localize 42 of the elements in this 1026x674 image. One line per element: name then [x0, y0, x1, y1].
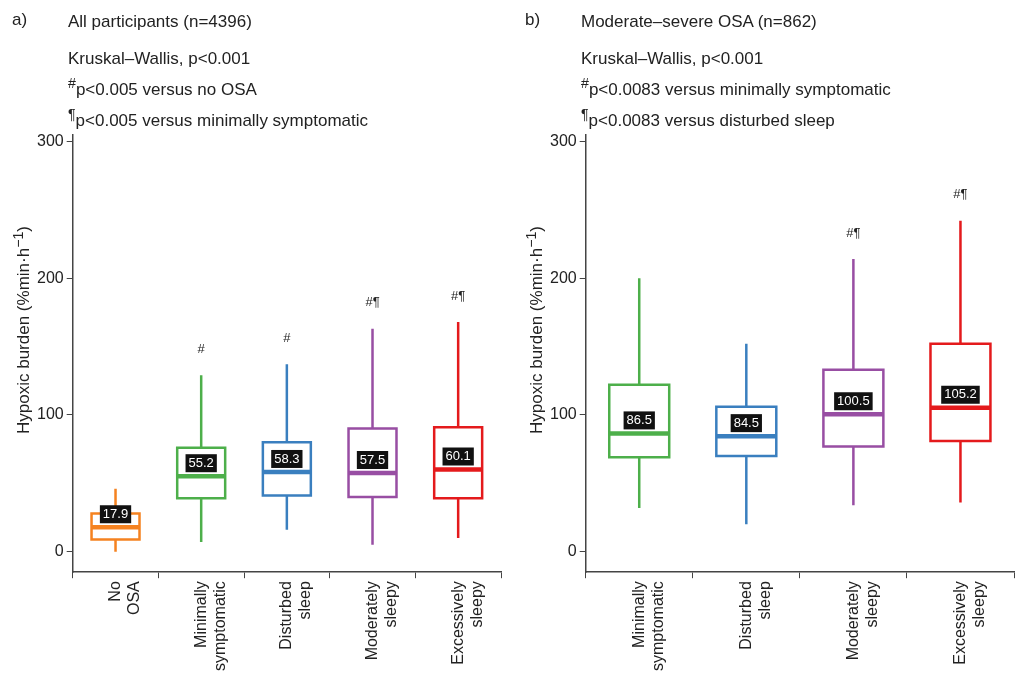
text: 17.9: [102, 505, 129, 521]
annotation: #¶: [953, 186, 968, 202]
text: a): [12, 10, 28, 30]
chart-title: All participants (n=4396): [68, 11, 253, 33]
y-tick-label: 100: [36, 405, 64, 423]
annotation: #: [197, 340, 206, 356]
text: 58.3: [274, 450, 300, 466]
text: 86.5: [626, 411, 652, 427]
x-tick-label: Disturbed sleep: [277, 581, 314, 650]
y-tick-label: 200: [549, 268, 577, 286]
text: 100.5: [837, 392, 870, 408]
x-tick-label: Excessively sleepy: [950, 581, 988, 665]
chart-subtitle: Kruskal–Wallis, p<0.001: [581, 48, 765, 70]
chart-subtitle: Kruskal–Wallis, p<0.001: [68, 48, 252, 70]
y-tick-label: 300: [36, 131, 64, 149]
text: $^{#}$p<0.005 versus no OSA: [68, 74, 258, 101]
x-tick-label: Disturbed sleep: [736, 581, 773, 650]
y-tick-label: 200: [36, 268, 64, 286]
text: 55.2: [188, 454, 214, 470]
text: b): [525, 10, 541, 30]
text: 57.5: [359, 451, 386, 467]
x-tick-label: Excessively sleepy: [448, 581, 485, 665]
annotation: #¶: [365, 294, 380, 310]
text: 60.1: [445, 448, 471, 464]
text: $^{¶}$p<0.005 versus minimally symptomatic: [68, 104, 369, 132]
x-tick-label: No OSA: [105, 580, 143, 615]
text: 84.5: [733, 414, 759, 430]
x-tick-label: Minimally symptomatic: [191, 581, 228, 671]
y-tick-label: 300: [549, 131, 577, 149]
annotation: #¶: [451, 287, 466, 303]
y-tick-label: 0: [54, 542, 64, 560]
text: $^{¶}$p<0.0083 versus disturbed sleep: [581, 104, 836, 132]
y-tick-label: 0: [567, 542, 577, 560]
y-tick-label: 100: [549, 405, 577, 423]
x-tick-label: Minimally symptomatic: [629, 581, 666, 671]
chart-title: Moderate–severe OSA (n=862): [581, 11, 818, 33]
text: 105.2: [944, 386, 977, 402]
text: $^{#}$p<0.0083 versus minimally symptomatic: [581, 74, 891, 101]
annotation: #¶: [846, 224, 861, 240]
x-tick-label: Moderately sleepy: [362, 581, 400, 661]
annotation: #: [283, 329, 292, 345]
x-tick-label: Moderately sleepy: [843, 581, 880, 661]
